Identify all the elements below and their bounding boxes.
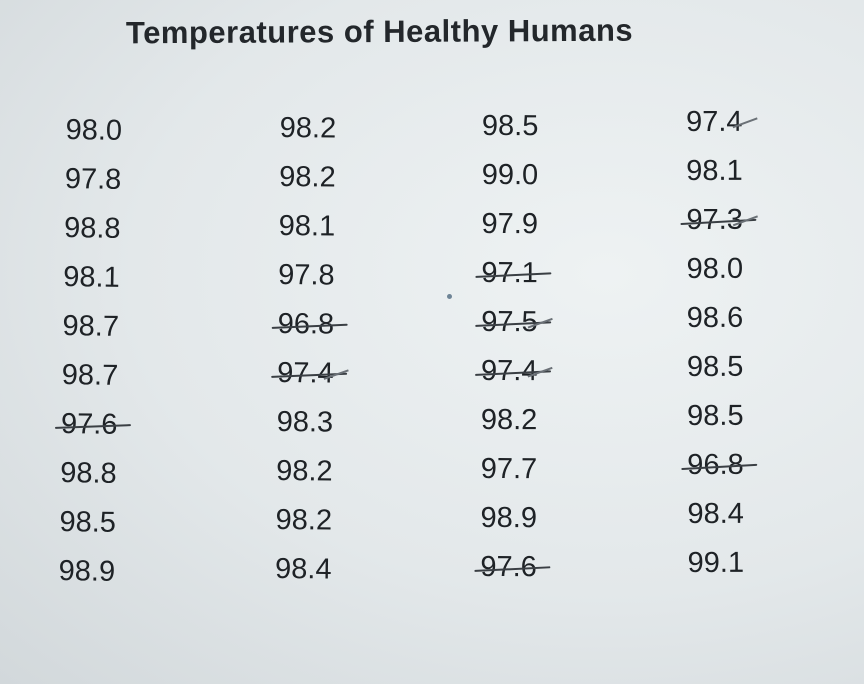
temperature-value: 98.2 [279,111,337,145]
temperature-value: 98.1 [686,154,743,187]
temperature-value: 98.0 [686,252,744,285]
temperature-value: 98.5 [687,399,744,432]
temperature-value: 97.8 [64,162,122,196]
temperature-value: 98.8 [63,211,121,245]
temperature-value: 98.6 [686,301,744,334]
temperature-value: 97.7 [480,452,538,486]
temperature-value: 98.4 [687,497,744,530]
temperature-value: 98.4 [274,552,332,586]
temperature-value: 97.4 [686,98,743,147]
temperature-value: 98.2 [480,403,538,437]
temperature-value: 98.2 [279,160,336,194]
temperature-value: 98.8 [59,456,117,490]
temperature-value: 99.0 [481,158,539,192]
temperature-value: 97.9 [481,207,539,241]
temperature-value: 98.3 [276,405,334,439]
crossed-out-temperature-value: 97.4 [277,349,334,399]
temperature-column-2: 98.2 98.2 98.1 97.8 96.8 97.4 98.3 98.2 … [275,104,337,595]
temperature-value: 98.0 [65,113,123,147]
crossed-out-temperature-value: 96.8 [277,300,335,350]
crossed-out-temperature-value: 97.6 [61,400,118,450]
temperature-value: 98.7 [61,358,119,392]
temperature-value: 98.9 [480,501,538,535]
temperature-value: 98.5 [481,109,539,143]
page-title: Temperatures of Healthy Humans [125,12,634,51]
crossed-out-temperature-value: 97.3 [686,196,743,245]
temperature-value: 98.2 [275,454,333,488]
temperature-value: 98.7 [62,309,120,343]
ink-speck [447,294,452,299]
temperature-column-3: 98.5 99.0 97.9 97.1 97.5 97.4 98.2 97.7 … [480,102,538,592]
temperature-value: 98.9 [58,554,116,588]
temperature-value: 98.5 [686,350,744,383]
crossed-out-temperature-value: 97.5 [481,298,538,347]
temperature-value: 98.2 [275,503,333,537]
temperature-value: 98.1 [278,209,336,243]
temperature-column-1: 98.0 97.8 98.8 98.1 98.7 98.7 97.6 98.8 … [58,106,122,597]
temperature-column-4: 97.4 98.1 97.3 98.0 98.6 98.5 98.5 96.8 … [686,98,744,588]
crossed-out-temperature-value: 97.1 [481,249,538,298]
temperature-value: 97.8 [278,258,335,292]
temperature-value: 98.1 [63,260,121,294]
temperature-value: 98.5 [59,505,117,539]
crossed-out-temperature-value: 97.4 [481,347,538,396]
temperature-value: 99.1 [687,546,745,579]
crossed-out-temperature-value: 97.6 [480,543,537,592]
crossed-out-temperature-value: 96.8 [687,441,744,490]
